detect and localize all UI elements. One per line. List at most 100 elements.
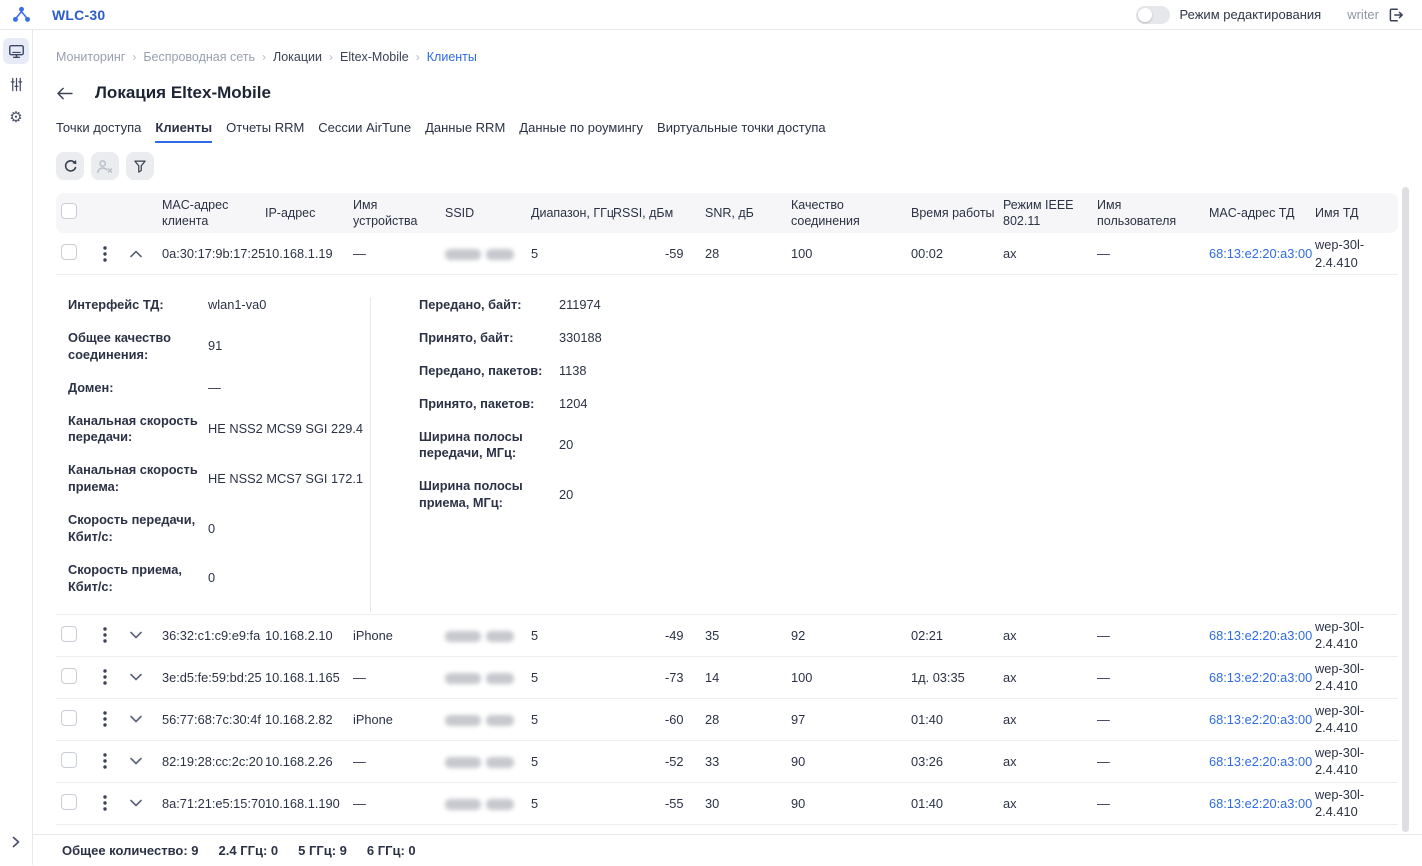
sidebar-item-monitoring[interactable] xyxy=(3,38,29,64)
ap-name: wep-30l-2.4.410 xyxy=(1315,660,1365,694)
chevron-down-icon[interactable] xyxy=(130,715,142,723)
row-checkbox[interactable] xyxy=(61,751,77,768)
table-toolbar xyxy=(56,152,1398,180)
col-username: Имя пользователя xyxy=(1097,197,1177,228)
row-checkbox[interactable] xyxy=(61,625,77,642)
quality: 97 xyxy=(791,711,806,727)
quality: 100 xyxy=(791,246,813,261)
kebab-menu-icon[interactable] xyxy=(103,711,107,727)
ieee-mode: ax xyxy=(1003,246,1017,261)
rssi: -49 xyxy=(665,627,684,643)
ap-mac-link[interactable]: 68:13:e2:20:a3:00 xyxy=(1209,795,1313,811)
breadcrumb-wireless[interactable]: Беспроводная сеть xyxy=(143,50,273,64)
kebab-menu-icon[interactable] xyxy=(103,795,107,811)
edit-mode-toggle[interactable] xyxy=(1135,5,1170,24)
table-row: 8a:71:21:e5:15:70 10.168.1.190 — 5 -55 3… xyxy=(56,783,1398,825)
band: 5 xyxy=(531,627,539,643)
col-uptime: Время работы xyxy=(911,205,995,220)
username: — xyxy=(1097,669,1110,685)
quality: 90 xyxy=(791,795,806,811)
ssid-redacted xyxy=(445,246,531,261)
ap-mac-link[interactable]: 68:13:e2:20:a3:00 xyxy=(1209,711,1313,727)
client-mac: 36:32:c1:c9:e9:fa xyxy=(162,627,261,643)
ap-mac-link[interactable]: 68:13:e2:20:a3:00 xyxy=(1209,753,1313,769)
tab-clients[interactable]: Клиенты xyxy=(155,120,213,143)
edit-mode-label: Режим редактирования xyxy=(1179,7,1322,22)
detail-value: 91 xyxy=(208,338,223,354)
tab-airtune-sessions[interactable]: Сессии AirTune xyxy=(318,120,412,135)
disconnect-client-button[interactable] xyxy=(91,152,119,180)
ap-name: wep-30l-2.4.410 xyxy=(1315,702,1365,736)
detail-value: HE NSS2 MCS7 SGI 172.1 xyxy=(208,470,364,486)
back-button[interactable] xyxy=(56,87,73,100)
row-checkbox[interactable] xyxy=(61,709,77,726)
chevron-down-icon[interactable] xyxy=(130,757,142,765)
detail-value: 0 xyxy=(208,520,216,536)
refresh-button[interactable] xyxy=(56,152,84,180)
chevron-up-icon[interactable] xyxy=(130,250,142,258)
col-ap-mac: MAC-адрес ТД xyxy=(1209,205,1295,220)
kebab-menu-icon[interactable] xyxy=(103,753,107,769)
tab-access-points[interactable]: Точки доступа xyxy=(56,120,142,135)
chevron-down-icon[interactable] xyxy=(130,673,142,681)
row-checkbox[interactable] xyxy=(61,244,77,260)
detail-label: Ширина полосы приема, МГц: xyxy=(419,478,523,511)
detail-label: Передано, пакетов: xyxy=(419,362,543,378)
total-count: Общее количество: 9 xyxy=(62,842,199,858)
count-5ghz: 5 ГГц: 9 xyxy=(298,842,347,858)
app-title: WLC-30 xyxy=(52,6,106,23)
chevron-down-icon[interactable] xyxy=(130,799,142,807)
detail-label: Ширина полосы передачи, МГц: xyxy=(419,428,523,461)
app-logo[interactable] xyxy=(12,6,40,23)
kebab-menu-icon[interactable] xyxy=(103,669,107,685)
chevron-down-icon[interactable] xyxy=(130,631,142,639)
ssid-redacted xyxy=(445,796,531,811)
detail-value: 0 xyxy=(208,570,216,586)
ieee-mode: ax xyxy=(1003,711,1017,727)
tab-virtual-aps[interactable]: Виртуальные точки доступа xyxy=(657,120,826,135)
breadcrumb-clients[interactable]: Клиенты xyxy=(426,50,477,64)
current-username: writer xyxy=(1347,7,1379,22)
sidebar-item-settings-sliders[interactable] xyxy=(3,71,29,97)
ap-mac-link[interactable]: 68:13:e2:20:a3:00 xyxy=(1209,627,1313,643)
client-detail-panel: Интерфейс ТД: wlan1-va0 Общее качество со… xyxy=(56,275,1398,615)
uptime: 00:02 xyxy=(911,246,944,261)
username: — xyxy=(1097,753,1110,769)
client-ip: 10.168.1.19 xyxy=(265,246,333,261)
detail-value: 211974 xyxy=(559,297,601,312)
sidebar-expand-button[interactable] xyxy=(3,829,29,855)
rssi: -52 xyxy=(665,753,684,769)
breadcrumb-locations[interactable]: Локации xyxy=(273,50,340,64)
ap-mac-link[interactable]: 68:13:e2:20:a3:00 xyxy=(1209,246,1313,261)
select-all-checkbox[interactable] xyxy=(61,202,77,219)
client-mac: 82:19:28:cc:2c:20 xyxy=(162,753,264,769)
kebab-menu-icon[interactable] xyxy=(103,627,107,643)
vertical-scrollbar[interactable] xyxy=(1402,187,1409,832)
gear-icon: ⚙ xyxy=(9,107,23,126)
col-band: Диапазон, ГГц xyxy=(531,205,615,220)
filter-button[interactable] xyxy=(126,152,154,180)
breadcrumb-location[interactable]: Eltex-Mobile xyxy=(340,50,427,64)
sidebar-item-administration[interactable]: ⚙ xyxy=(3,104,29,130)
row-checkbox[interactable] xyxy=(61,793,77,810)
detail-label: Канальная скорость передачи: xyxy=(68,412,198,445)
row-checkbox[interactable] xyxy=(61,667,77,684)
ssid-redacted xyxy=(445,754,531,769)
tab-rrm-reports[interactable]: Отчеты RRM xyxy=(226,120,305,135)
clients-table: MAC-адрес клиента IP-адрес Имя устройств… xyxy=(56,193,1398,825)
rssi: -55 xyxy=(665,795,684,811)
chevron-right-icon xyxy=(12,836,20,848)
col-ap-name: Имя ТД xyxy=(1315,205,1359,220)
kebab-menu-icon[interactable] xyxy=(103,245,107,262)
tab-rrm-data[interactable]: Данные RRM xyxy=(425,120,506,135)
col-quality: Качество соединения xyxy=(791,197,860,228)
uptime: 02:21 xyxy=(911,627,944,643)
client-mac: 0a:30:17:9b:17:25 xyxy=(162,246,266,261)
band: 5 xyxy=(531,246,539,261)
detail-label: Общее качество соединения: xyxy=(68,329,171,362)
logout-icon[interactable] xyxy=(1387,7,1404,23)
tab-roaming-data[interactable]: Данные по роумингу xyxy=(519,120,644,135)
client-mac: 3e:d5:fe:59:bd:25 xyxy=(162,669,262,685)
breadcrumb-monitoring[interactable]: Мониторинг xyxy=(56,50,143,64)
ap-mac-link[interactable]: 68:13:e2:20:a3:00 xyxy=(1209,669,1313,685)
